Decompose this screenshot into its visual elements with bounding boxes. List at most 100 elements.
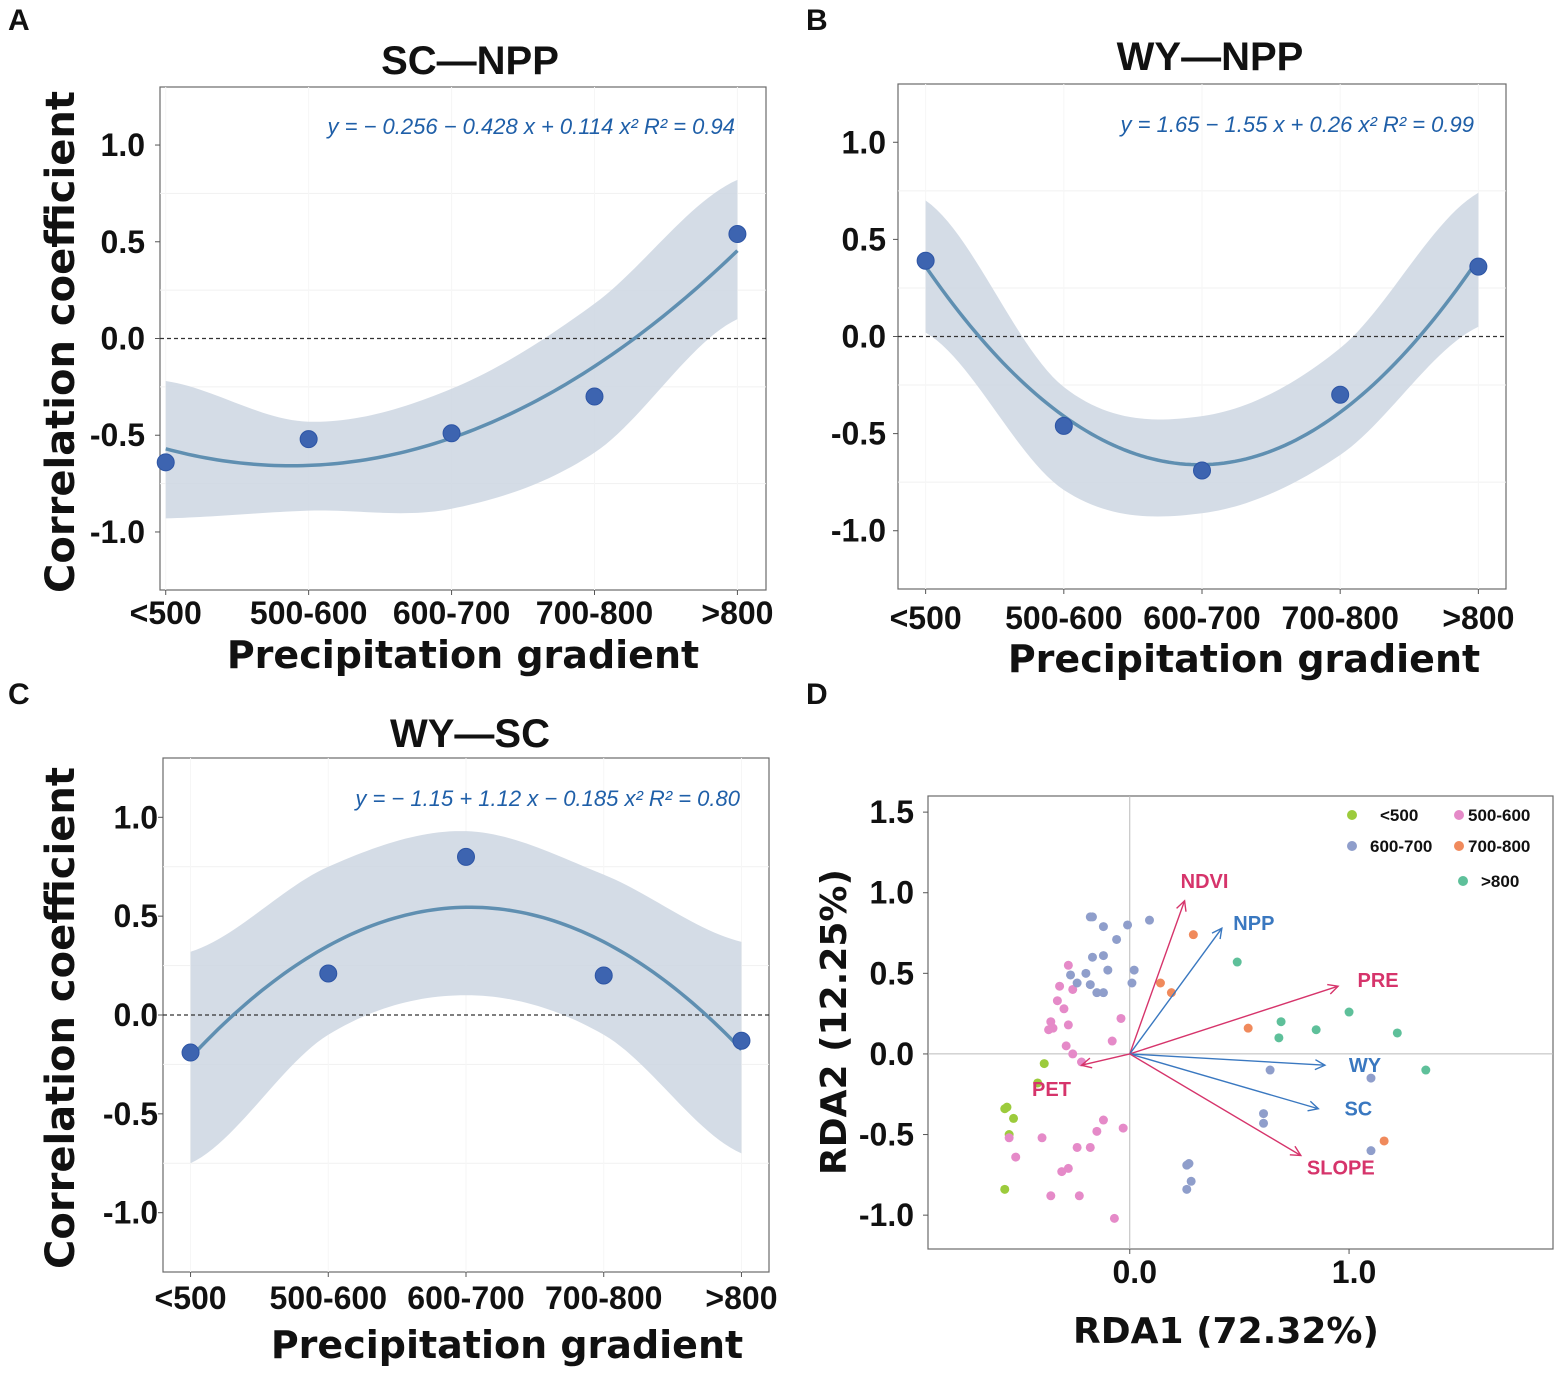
vector-pet [1081, 1053, 1130, 1066]
vector-label: WY [1349, 1055, 1382, 1077]
vector-label: SC [1344, 1099, 1372, 1121]
site-point [1063, 1163, 1073, 1173]
site-point [1092, 988, 1102, 998]
y-axis-label: Correlation coefficient [38, 767, 84, 1269]
site-point [1081, 968, 1091, 978]
confidence-band [925, 192, 1479, 517]
legend-label: >800 [1481, 872, 1519, 891]
confidence-band [190, 831, 742, 1164]
panel-title: SC—NPP [381, 39, 559, 83]
y-tick-label: 1.0 [101, 127, 145, 163]
vector-label: NDVI [1181, 871, 1229, 893]
x-tick-label: >800 [705, 1280, 777, 1316]
y-tick-label: 0.5 [101, 224, 145, 260]
site-point [1276, 1017, 1286, 1027]
site-point [1112, 934, 1122, 944]
data-point [594, 966, 613, 985]
panel-d: D 1.5 1.0 0.5 0.0 -0.5 -1.0 0.0 1.0 RDA1 (72.32%)… [806, 678, 1554, 1352]
y-tick-label: -0.5 [831, 416, 886, 452]
x-tick-label: <500 [155, 1280, 227, 1316]
panel-a: A SC—NPP y = − 0.256 − 0.428 x + 0.114 x² … [8, 4, 773, 677]
x-tick-label: 500-600 [270, 1280, 387, 1316]
vector-slope [1129, 1053, 1302, 1157]
legend-label: 700-800 [1468, 837, 1530, 856]
y-tick-label: 0.0 [114, 997, 158, 1033]
panel-label: A [8, 4, 30, 37]
site-point [1072, 978, 1082, 988]
site-point [1087, 952, 1097, 962]
legend-swatch [1347, 841, 1357, 851]
x-tick-label: 0.0 [1113, 1254, 1157, 1290]
legend-label: 500-600 [1468, 806, 1530, 825]
vector-arrowhead [1327, 983, 1340, 995]
data-point [457, 847, 475, 866]
site-point [1085, 1142, 1095, 1152]
data-point [156, 453, 175, 472]
vector-label: PRE [1358, 970, 1399, 992]
data-point [916, 251, 935, 270]
data-point [1054, 416, 1073, 435]
site-point [1098, 988, 1108, 998]
site-point [1265, 1065, 1275, 1075]
legend-swatch [1458, 876, 1468, 886]
site-point [1182, 1184, 1192, 1194]
site-point [1116, 1013, 1126, 1023]
panel-b: B WY—NPP y = 1.65 − 1.55 x + 0.26 x² R² = … [806, 4, 1514, 681]
data-point [732, 1031, 751, 1050]
data-point [442, 424, 461, 443]
site-point [1366, 1073, 1376, 1083]
vector-pre [1129, 985, 1339, 1055]
site-point [1011, 1152, 1021, 1162]
site-point [1068, 984, 1078, 994]
x-axis-label: Precipitation gradient [227, 633, 699, 677]
site-point [1109, 1213, 1119, 1223]
site-point [1046, 1191, 1056, 1201]
y-tick-label: -0.5 [103, 1096, 158, 1132]
site-point [1127, 978, 1137, 988]
panel-c: C WY—SC y = − 1.15 + 1.12 x − 0.185 x² R² … [8, 678, 777, 1367]
y-tick-label: -1.0 [859, 1197, 914, 1233]
legend-swatch [1347, 810, 1357, 820]
site-point [1144, 915, 1154, 925]
data-point [319, 964, 338, 983]
panel-label: B [806, 4, 828, 37]
panel-label: D [806, 678, 828, 711]
site-point [1066, 970, 1076, 980]
y-tick-label: -1.0 [90, 514, 145, 550]
site-point [1243, 1023, 1253, 1033]
legend-swatch [1454, 841, 1464, 851]
vector-label: NPP [1233, 913, 1274, 935]
site-point [1052, 996, 1062, 1006]
site-point [1098, 922, 1108, 932]
site-point [1055, 981, 1065, 991]
vector-sc [1129, 1053, 1319, 1110]
legend-swatch [1454, 810, 1464, 820]
fit-equation: y = 1.65 − 1.55 x + 0.26 x² R² = 0.99 [1119, 112, 1474, 137]
x-tick-label: 500-600 [1005, 600, 1122, 636]
data-point [1193, 461, 1211, 480]
legend-label: 600-700 [1370, 837, 1432, 856]
y-tick-label: 0.5 [114, 898, 158, 934]
site-point [1421, 1065, 1431, 1075]
site-point [1098, 951, 1108, 961]
site-point [1155, 978, 1165, 988]
fit-curve [189, 905, 743, 1059]
x-tick-label: >800 [1442, 600, 1514, 636]
y-tick-label: -0.5 [90, 417, 145, 453]
site-point [1000, 1184, 1010, 1194]
site-point [1033, 1078, 1043, 1088]
site-point [1092, 1126, 1102, 1136]
vector-ndvi [1129, 900, 1186, 1055]
site-point [1188, 930, 1198, 940]
site-point [1232, 957, 1242, 967]
y-tick-label: 1.0 [870, 875, 914, 911]
x-axis-label: RDA1 (72.32%) [1073, 1311, 1379, 1352]
fit-equation: y = − 0.256 − 0.428 x + 0.114 x² R² = 0.… [326, 114, 735, 139]
vector-label: PET [1032, 1079, 1071, 1101]
site-point [1068, 1049, 1078, 1059]
site-point [1039, 1059, 1049, 1069]
site-point [1063, 960, 1073, 970]
site-point [1344, 1007, 1354, 1017]
vector-arrowhead [1307, 1100, 1320, 1112]
